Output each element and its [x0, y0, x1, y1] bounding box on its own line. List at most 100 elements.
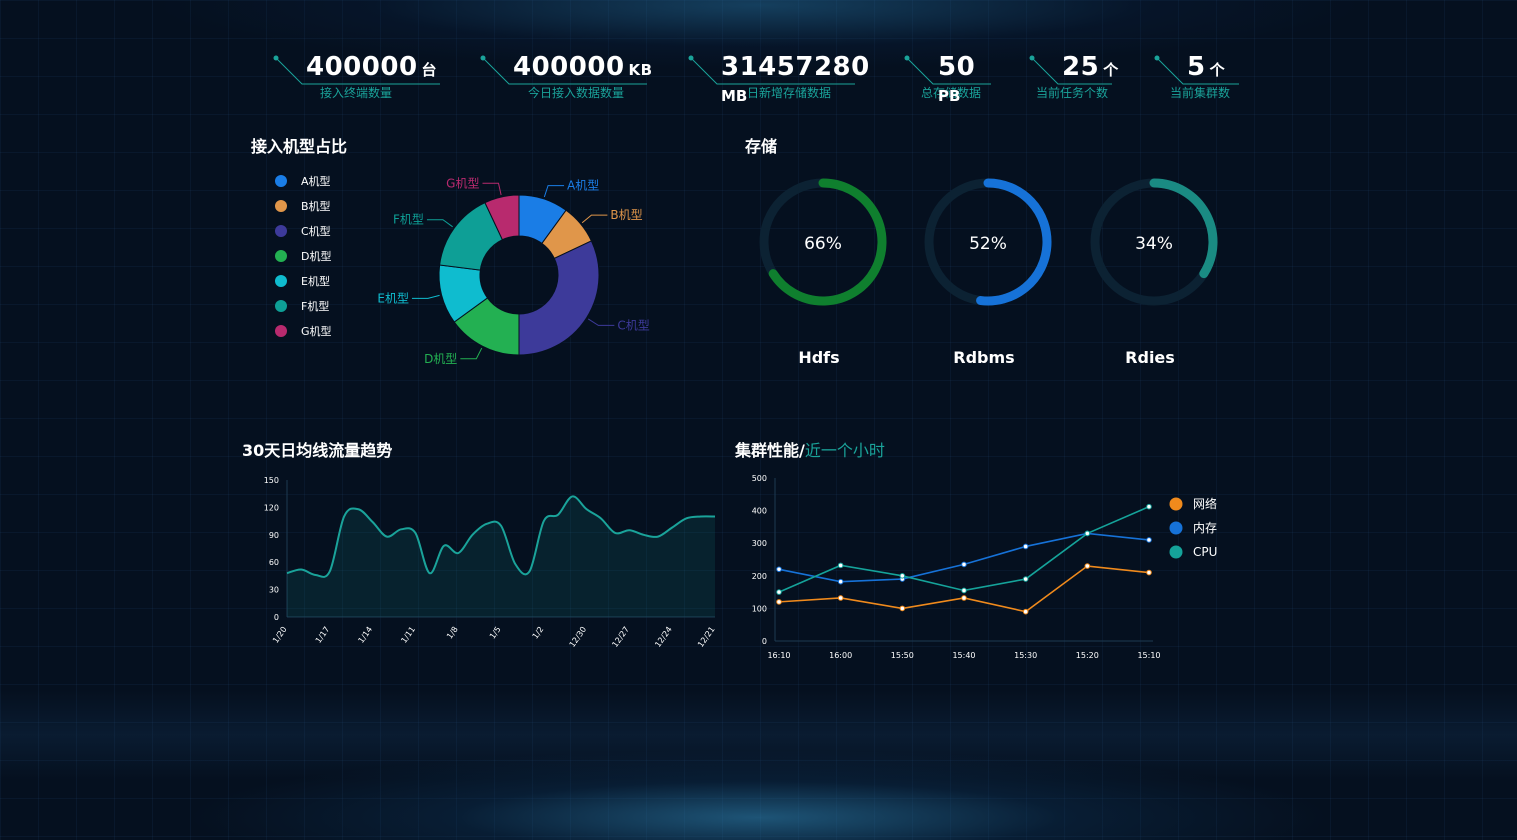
pie-slice-label: G机型 — [446, 176, 479, 190]
stat-unit: MB — [721, 87, 748, 105]
series-point — [837, 595, 844, 601]
stat-value: 400000 — [513, 52, 625, 82]
stat-label: 日新增存储数据 — [747, 86, 832, 100]
trend-area-fill — [287, 496, 715, 617]
cluster-section-title: 集群性能/近一个小时 — [735, 437, 885, 461]
legend-item[interactable]: G机型 — [275, 318, 332, 343]
storage-ring-charts: 66% 52% 34% — [759, 178, 1218, 306]
trend-line — [286, 495, 716, 578]
series-line — [778, 532, 1150, 583]
legend-item[interactable]: D机型 — [275, 243, 332, 268]
series-point — [1146, 569, 1152, 576]
x-tick-label: 12/24 — [653, 625, 674, 649]
stat-unit: 个 — [1209, 61, 1226, 79]
legend-swatch — [275, 299, 287, 312]
x-tick-label: 12/21 — [696, 625, 717, 649]
y-tick-label: 120 — [264, 503, 279, 512]
x-tick-label: 1/20 — [271, 625, 289, 645]
series-point — [837, 578, 844, 585]
ring-percent-label: 52% — [969, 234, 1007, 254]
x-tick-label: 15:20 — [1076, 651, 1099, 660]
legend-item[interactable]: E机型 — [275, 268, 332, 293]
stat-value: 31457280 — [721, 52, 870, 82]
legend-item[interactable]: B机型 — [275, 193, 332, 218]
pie-slice-label: C机型 — [617, 318, 649, 332]
series-point — [776, 589, 782, 595]
ring-progress-arc — [1149, 178, 1218, 279]
ring-progress-arc — [768, 178, 887, 306]
storage-section-title: 存储 — [745, 137, 778, 156]
stat-unit: PB — [938, 87, 961, 105]
y-tick-label: 500 — [752, 474, 767, 483]
x-tick-label: 1/11 — [399, 625, 417, 645]
x-tick-label: 16:00 — [829, 651, 852, 660]
series-point — [1022, 608, 1029, 615]
stat-decor-line — [688, 55, 855, 85]
stat-unit: 个 — [1103, 61, 1119, 79]
x-tick-label: 1/17 — [314, 625, 332, 645]
pie-slice-label: B机型 — [610, 208, 642, 222]
ring-name: Hdfs — [798, 348, 840, 367]
x-tick-label: 1/2 — [531, 625, 546, 641]
legend-swatch — [275, 249, 287, 262]
pie-slice-label: E机型 — [377, 291, 409, 305]
series-point — [1022, 576, 1029, 582]
ring-percent-label: 66% — [804, 234, 842, 254]
series-point — [899, 573, 906, 579]
pie-leader-line — [411, 294, 440, 299]
trend-section-title: 30天日均线流量趋势 — [242, 441, 393, 460]
stat-label: 总存储数据 — [921, 86, 982, 100]
series-line — [778, 505, 1150, 593]
y-tick-label: 300 — [752, 539, 767, 548]
legend-label: CPU — [1193, 545, 1217, 559]
model-donut-chart: A机型 B机型 C机型 D机型 E机型 F机型 G机型 — [377, 176, 649, 366]
series-point — [776, 599, 782, 605]
pie-slice — [484, 194, 520, 241]
x-tick-label: 1/8 — [445, 625, 460, 641]
series-point — [837, 562, 844, 569]
legend-swatch — [275, 174, 287, 187]
cluster-title-main: 集群性能/ — [735, 441, 805, 460]
legend-label: F机型 — [301, 299, 330, 313]
y-tick-label: 0 — [762, 637, 767, 646]
legend-label: B机型 — [301, 199, 331, 213]
series-point — [899, 605, 906, 612]
legend-swatch — [275, 274, 287, 287]
legend-item[interactable]: A机型 — [275, 168, 332, 193]
cluster-performance-chart: 0 100 200 300 400 500 16:10 16:00 15:50 15:40 15:3… — [752, 474, 1218, 660]
x-tick-label: 15:50 — [891, 651, 914, 660]
x-tick-label: 16:10 — [767, 651, 790, 660]
x-tick-label: 15:30 — [1014, 651, 1037, 660]
stat-decor-line — [1154, 55, 1239, 85]
ring-percent-label: 34% — [1135, 234, 1173, 254]
legend-swatch — [1169, 545, 1183, 559]
pie-leader-line — [426, 219, 453, 228]
x-tick-label: 15:40 — [952, 651, 975, 660]
x-tick-label: 1/5 — [488, 625, 503, 641]
y-tick-label: 30 — [269, 586, 279, 595]
legend-label: E机型 — [301, 274, 330, 288]
y-tick-label: 400 — [752, 507, 767, 516]
y-tick-label: 90 — [269, 531, 279, 540]
stat-decor-line — [1029, 55, 1112, 85]
pie-section-title: 接入机型占比 — [251, 137, 348, 156]
legend-label: G机型 — [301, 324, 332, 338]
ring-progress-arc — [976, 178, 1052, 306]
stat-value: 400000 — [306, 52, 418, 82]
series-point — [1084, 563, 1091, 569]
pie-slice-label: D机型 — [424, 352, 457, 366]
legend-item[interactable]: F机型 — [275, 293, 332, 318]
legend-swatch — [1169, 521, 1183, 535]
x-tick-label: 1/14 — [357, 625, 375, 645]
y-tick-label: 0 — [274, 613, 279, 622]
y-tick-label: 60 — [269, 558, 279, 567]
legend-item[interactable]: C机型 — [275, 218, 332, 243]
series-point — [961, 587, 967, 594]
pie-slice-label: F机型 — [393, 213, 424, 227]
stat-label: 接入终端数量 — [320, 86, 393, 100]
legend-label: 网络 — [1193, 496, 1217, 511]
traffic-trend-chart: 0 30 60 90 120 150 1/20 1/17 1/14 1/11 1/8 1/5 1/2 12… — [264, 476, 717, 649]
stat-label: 今日接入数据数量 — [528, 86, 625, 100]
legend-label: C机型 — [301, 224, 331, 238]
series-point — [1146, 537, 1152, 543]
